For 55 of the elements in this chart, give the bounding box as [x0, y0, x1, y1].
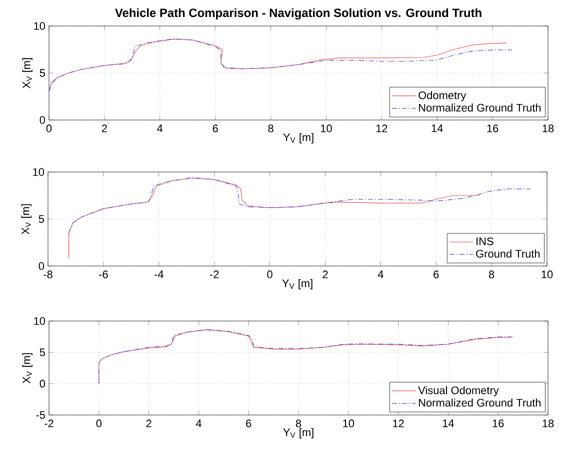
legend-label: INS: [476, 237, 494, 246]
x-tick-label: 0: [46, 124, 52, 132]
y-tick-label: 5: [40, 348, 46, 356]
x-tick-label: -6: [99, 270, 108, 278]
x-tick-label: 18: [542, 124, 554, 132]
x-tick-label: 12: [393, 420, 404, 428]
y-tick-label: 0: [40, 380, 46, 388]
y-tick-label: 5: [40, 69, 46, 77]
x-tick-label: 2: [322, 270, 328, 278]
y-tick-label: 10: [34, 22, 46, 30]
x-tick-label: 0: [96, 420, 102, 428]
y-tick-label: 0: [40, 116, 46, 124]
y-axis-title: X$_{V}$ [m]: [22, 58, 32, 88]
x-tick-label: 2: [146, 420, 152, 428]
legend-label: Normalized Ground Truth: [418, 104, 541, 112]
chart-title: Vehicle Path Comparison - Navigation Solution vs. Ground Truth: [115, 8, 482, 20]
legend-label: Visual Odometry: [418, 386, 499, 396]
legend-label: Odometry: [418, 91, 466, 102]
y-tick-label: 0: [38, 262, 44, 270]
x-tick-label: 10: [542, 270, 553, 278]
x-tick-label: 6: [246, 420, 252, 428]
y-tick-label: 5: [38, 215, 44, 223]
x-tick-label: 4: [157, 124, 163, 132]
x-axis-title: Y$_{V}$ [m]: [283, 133, 314, 144]
x-tick-label: 0: [267, 270, 272, 278]
x-tick-label: 16: [492, 420, 504, 428]
y-tick-label: 10: [33, 168, 44, 176]
x-axis-title: Y$_{V}$ [m]: [282, 279, 312, 290]
x-tick-label: 14: [432, 124, 443, 132]
x-tick-label: 12: [376, 124, 388, 132]
x-tick-label: 10: [320, 124, 332, 132]
x-tick-label: 6: [212, 124, 218, 132]
x-tick-label: 4: [378, 270, 384, 278]
y-axis-title: X$_{V}$ [m]: [22, 353, 32, 384]
legend-label: Ground Truth: [476, 250, 540, 258]
x-tick-label: -2: [44, 420, 54, 428]
legend-label: Normalized Ground Truth: [418, 398, 541, 407]
x-tick-label: 8: [488, 270, 494, 278]
x-tick-label: 10: [343, 420, 354, 428]
x-tick-label: 18: [542, 420, 554, 428]
line-series: [68, 177, 531, 234]
x-tick-label: 16: [487, 124, 498, 132]
x-tick-label: 14: [442, 420, 454, 428]
x-tick-label: 4: [196, 420, 202, 428]
x-axis-title: Y$_{V}$ [m]: [283, 428, 314, 438]
x-tick-label: 8: [296, 420, 302, 428]
x-tick-label: -8: [44, 270, 52, 278]
y-tick-label: 10: [34, 317, 46, 325]
x-tick-label: -2: [210, 270, 219, 278]
x-tick-label: 8: [268, 124, 274, 132]
x-tick-label: 6: [434, 270, 439, 278]
x-tick-label: -4: [154, 270, 164, 278]
y-tick-label: -5: [36, 411, 46, 419]
x-tick-label: 2: [102, 124, 107, 132]
y-axis-title: X$_{V}$ [m]: [21, 204, 32, 234]
